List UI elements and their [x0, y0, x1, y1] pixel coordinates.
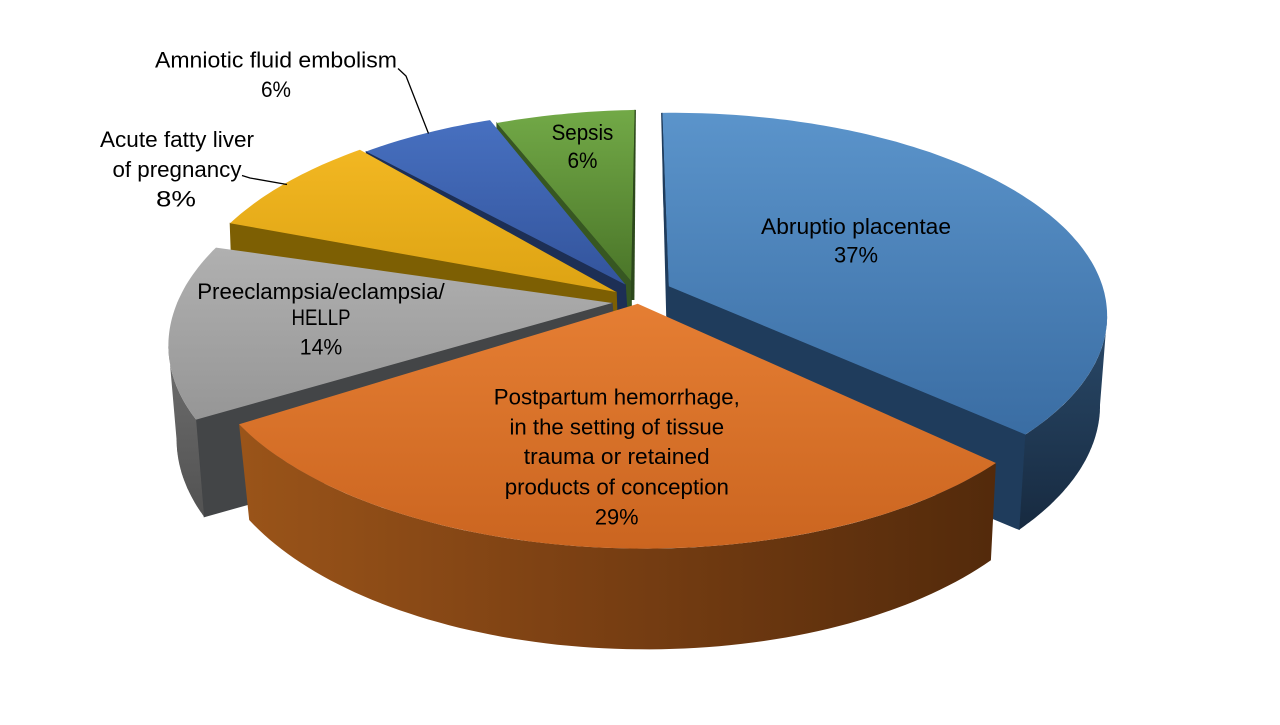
svg-text:in the setting of tissue: in the setting of tissue	[510, 415, 725, 440]
svg-text:of pregnancy: of pregnancy	[113, 157, 243, 182]
svg-text:Postpartum hemorrhage,: Postpartum hemorrhage,	[494, 385, 740, 410]
svg-text:HELLP: HELLP	[292, 305, 351, 330]
svg-text:6%: 6%	[568, 148, 598, 173]
svg-text:trauma or retained: trauma or retained	[524, 444, 710, 469]
svg-text:Amniotic fluid embolism: Amniotic fluid embolism	[155, 48, 397, 73]
svg-text:Sepsis: Sepsis	[552, 120, 614, 145]
svg-text:products of conception: products of conception	[505, 474, 729, 499]
svg-text:29%: 29%	[595, 504, 639, 529]
svg-text:14%: 14%	[300, 335, 343, 360]
svg-text:6%: 6%	[261, 77, 291, 102]
svg-text:Abruptio placentae: Abruptio placentae	[761, 214, 951, 239]
svg-text:8%: 8%	[156, 187, 196, 212]
svg-text:Preeclampsia/eclampsia/: Preeclampsia/eclampsia/	[197, 279, 445, 304]
svg-text:Acute fatty liver: Acute fatty liver	[100, 127, 255, 152]
svg-text:37%: 37%	[834, 243, 878, 268]
